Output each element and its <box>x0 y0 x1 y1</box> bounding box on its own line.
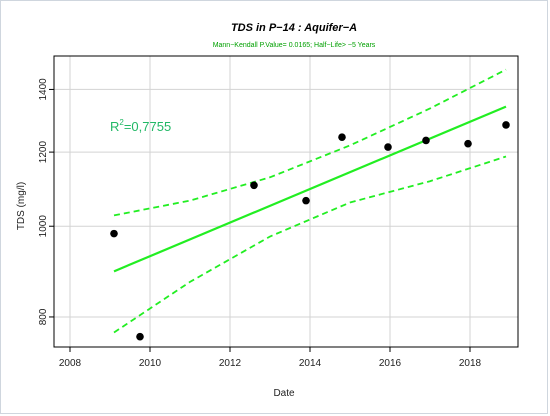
y-tick-label-1000: 1000 <box>38 215 49 238</box>
data-point-3 <box>250 181 258 190</box>
data-points <box>110 121 510 341</box>
x-tick-label-2016: 2016 <box>379 358 402 369</box>
r-squared-annotation: R2=0,7755 <box>110 118 171 134</box>
x-tick-label-2008: 2008 <box>59 358 82 369</box>
x-tick-label-2012: 2012 <box>219 358 242 369</box>
grid <box>54 56 518 347</box>
x-tick-label-2018: 2018 <box>459 358 482 369</box>
r-squared-symbol: R <box>110 119 119 134</box>
y-tick-label-1400: 1400 <box>38 78 49 101</box>
data-point-9 <box>502 121 510 129</box>
axes: 2008 2010 2012 2014 2016 2018 800 1000 1200 1400 <box>38 78 482 369</box>
data-point-6 <box>384 143 392 151</box>
chart-subtitle: Mann−Kendall P.Value= 0.0165; Half−Life>… <box>213 42 376 49</box>
r-squared-superscript: 2 <box>119 118 124 127</box>
x-axis-label: Date <box>273 388 295 399</box>
data-point-7 <box>422 136 430 145</box>
x-tick-label-2010: 2010 <box>139 358 162 369</box>
plot-area <box>53 55 519 348</box>
r-squared-value: =0,7755 <box>124 119 171 134</box>
data-point-5 <box>338 133 346 141</box>
trend-line-group <box>113 105 507 273</box>
x-tick-label-2014: 2014 <box>299 358 322 369</box>
y-tick-label-1200: 1200 <box>38 141 49 164</box>
data-point-8 <box>464 139 472 148</box>
data-point-1 <box>110 229 118 238</box>
trend-line <box>113 105 507 273</box>
y-axis-label: TDS (mg/l) <box>16 182 27 230</box>
confidence-upper-line <box>113 68 507 217</box>
chart-title: TDS in P−14 : Aquifer−A <box>231 22 357 34</box>
confidence-band <box>113 68 507 334</box>
y-tick-label-800: 800 <box>38 308 49 325</box>
data-point-4 <box>302 196 310 205</box>
data-point-2 <box>136 332 144 341</box>
